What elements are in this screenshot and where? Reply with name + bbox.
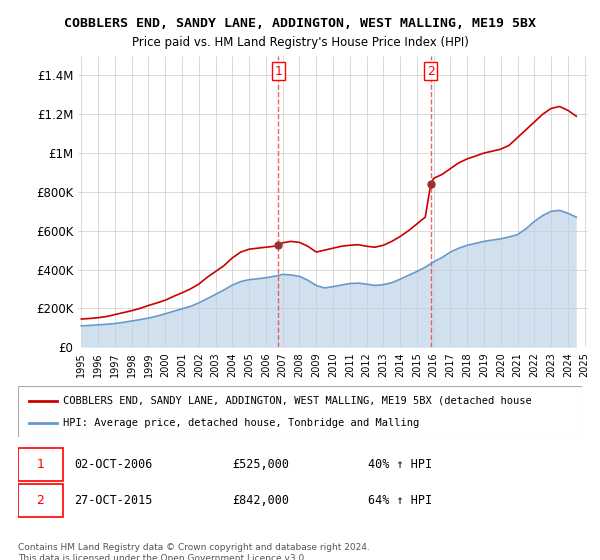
Text: COBBLERS END, SANDY LANE, ADDINGTON, WEST MALLING, ME19 5BX: COBBLERS END, SANDY LANE, ADDINGTON, WES… xyxy=(64,17,536,30)
Text: 2: 2 xyxy=(37,494,44,507)
Text: 1: 1 xyxy=(37,458,44,471)
FancyBboxPatch shape xyxy=(18,484,63,517)
Text: 2: 2 xyxy=(427,65,435,78)
Text: £525,000: £525,000 xyxy=(232,458,289,471)
Text: COBBLERS END, SANDY LANE, ADDINGTON, WEST MALLING, ME19 5BX (detached house: COBBLERS END, SANDY LANE, ADDINGTON, WES… xyxy=(63,395,532,405)
FancyBboxPatch shape xyxy=(18,386,582,437)
Text: £842,000: £842,000 xyxy=(232,494,289,507)
Text: 40% ↑ HPI: 40% ↑ HPI xyxy=(368,458,432,471)
Text: 64% ↑ HPI: 64% ↑ HPI xyxy=(368,494,432,507)
Text: 1: 1 xyxy=(275,65,283,78)
FancyBboxPatch shape xyxy=(18,448,63,481)
Text: 27-OCT-2015: 27-OCT-2015 xyxy=(74,494,153,507)
Text: Price paid vs. HM Land Registry's House Price Index (HPI): Price paid vs. HM Land Registry's House … xyxy=(131,36,469,49)
Text: 02-OCT-2006: 02-OCT-2006 xyxy=(74,458,153,471)
Text: HPI: Average price, detached house, Tonbridge and Malling: HPI: Average price, detached house, Tonb… xyxy=(63,418,419,428)
Text: Contains HM Land Registry data © Crown copyright and database right 2024.
This d: Contains HM Land Registry data © Crown c… xyxy=(18,543,370,560)
